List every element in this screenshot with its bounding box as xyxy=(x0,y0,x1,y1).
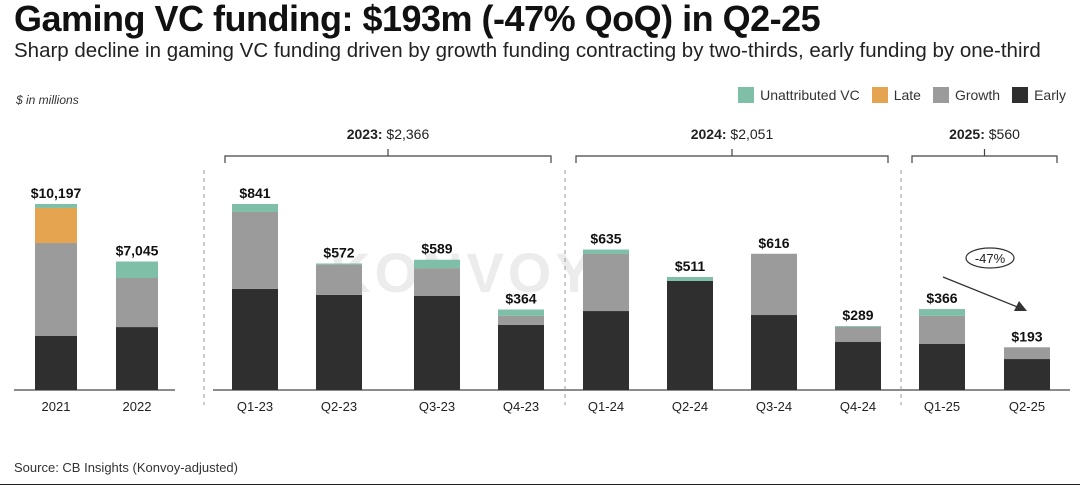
bar-segment-unattributed-vc xyxy=(667,276,713,281)
bar-segment-unattributed-vc xyxy=(498,309,544,316)
legend-swatch xyxy=(738,87,755,103)
legend-label: Growth xyxy=(954,87,1001,103)
bar-total-label: $511 xyxy=(675,258,706,274)
x-tick-label: Q4-23 xyxy=(503,399,539,414)
x-tick-label: 2022 xyxy=(123,399,152,414)
legend-label: Unattributed VC xyxy=(760,87,860,103)
bar-segment-early xyxy=(1004,359,1050,390)
bar-segment-late xyxy=(35,207,77,243)
x-tick-label: Q3-23 xyxy=(419,399,455,414)
bar-segment-unattributed-vc xyxy=(835,326,881,327)
bar-segment-growth xyxy=(498,315,544,325)
legend-swatch xyxy=(871,87,888,103)
x-tick-label: Q3-24 xyxy=(756,399,792,414)
bar-segment-growth xyxy=(583,253,629,312)
bar-segment-growth xyxy=(919,315,965,344)
legend-item-growth: Growth xyxy=(932,87,1001,103)
year-label: 2024: xyxy=(691,126,727,142)
bar-segment-growth xyxy=(835,326,881,343)
bar-segment-growth xyxy=(116,278,158,328)
bar-segment-unattributed-vc xyxy=(316,263,362,265)
legend-swatch xyxy=(932,87,949,103)
bottom-rule xyxy=(0,484,1080,485)
bar-total-label: $616 xyxy=(758,235,789,251)
legend-label: Early xyxy=(1034,87,1066,103)
bar-segment-early xyxy=(498,324,544,390)
year-total: $2,366 xyxy=(383,126,430,142)
bar-segment-early xyxy=(919,343,965,390)
legend-item-early: Early xyxy=(1012,87,1066,103)
annotation-label: -47% xyxy=(975,251,1006,266)
bar-segment-unattributed-vc xyxy=(232,204,278,212)
bar-total-label: $589 xyxy=(421,241,452,257)
bar-segment-early xyxy=(835,342,881,390)
bar-segment-unattributed-vc xyxy=(583,249,629,254)
year-bracket xyxy=(575,149,889,163)
year-total: $560 xyxy=(985,126,1020,142)
bar-total-label: $841 xyxy=(239,185,270,201)
chart-subtitle: Sharp decline in gaming VC funding drive… xyxy=(14,39,1041,62)
x-tick-label: 2021 xyxy=(42,399,71,414)
bar-total-label: $10,197 xyxy=(31,185,82,201)
bar-segment-unattributed-vc xyxy=(35,204,77,208)
x-tick-label: Q1-24 xyxy=(588,399,624,414)
bar-total-label: $366 xyxy=(926,290,957,306)
bar-segment-growth xyxy=(35,242,77,337)
year-bracket xyxy=(911,149,1058,163)
x-tick-label: Q2-25 xyxy=(1009,399,1045,414)
x-tick-label: Q2-23 xyxy=(321,399,357,414)
year-label: 2025: xyxy=(949,126,985,142)
bar-segment-early xyxy=(667,280,713,390)
bar-total-label: $7,045 xyxy=(116,242,159,258)
x-tick-label: Q1-23 xyxy=(237,399,273,414)
bar-segment-growth xyxy=(414,268,460,297)
year-bracket xyxy=(224,149,552,163)
x-tick-label: Q4-24 xyxy=(840,399,876,414)
year-total-label: 2023: $2,366 xyxy=(347,126,430,142)
year-label: 2023: xyxy=(347,126,383,142)
bar-segment-growth xyxy=(316,264,362,295)
year-total: $2,051 xyxy=(727,126,774,142)
annotation-arrowhead xyxy=(1014,301,1027,311)
year-total-label: 2025: $560 xyxy=(949,126,1020,142)
bar-total-label: $364 xyxy=(505,290,536,306)
x-tick-label: Q2-24 xyxy=(672,399,708,414)
annotation-arrow-line xyxy=(942,276,1021,309)
bar-segment-growth xyxy=(751,253,797,316)
x-tick-label: Q1-25 xyxy=(924,399,960,414)
legend-item-unattributed: Unattributed VC xyxy=(738,87,860,103)
bar-segment-growth xyxy=(1004,347,1050,360)
watermark: KONVOY xyxy=(330,241,597,304)
chart-title: Gaming VC funding: $193m (-47% QoQ) in Q… xyxy=(14,0,821,39)
legend-item-late: Late xyxy=(871,87,921,103)
legend-swatch xyxy=(1012,87,1029,103)
bar-total-label: $635 xyxy=(590,231,621,247)
legend: Unattributed VC Late Growth Early xyxy=(738,87,1066,103)
bar-segment-early xyxy=(414,296,460,390)
bar-segment-unattributed-vc xyxy=(116,261,158,279)
bar-segment-early xyxy=(751,315,797,390)
source-note: Source: CB Insights (Konvoy-adjusted) xyxy=(14,460,238,475)
bar-segment-early xyxy=(316,294,362,390)
legend-label: Late xyxy=(893,87,921,103)
bar-segment-early xyxy=(35,336,77,390)
year-total-label: 2024: $2,051 xyxy=(691,126,774,142)
annotation-oval xyxy=(965,247,1015,269)
bar-segment-growth xyxy=(232,211,278,289)
bar-segment-early xyxy=(232,288,278,390)
bar-total-label: $572 xyxy=(323,244,354,260)
bar-segment-unattributed-vc xyxy=(919,309,965,316)
bar-segment-early xyxy=(583,311,629,390)
units-note: $ in millions xyxy=(16,93,79,107)
bar-segment-unattributed-vc xyxy=(414,259,460,269)
bar-segment-early xyxy=(116,327,158,390)
bar-total-label: $193 xyxy=(1011,328,1042,344)
bar-total-label: $289 xyxy=(842,307,873,323)
